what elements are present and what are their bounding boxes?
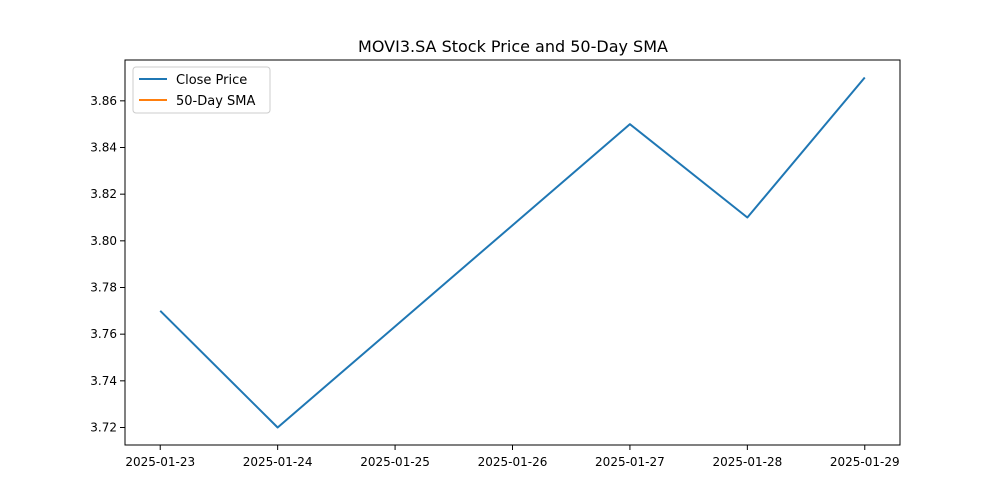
x-tick-label: 2025-01-28	[712, 455, 782, 469]
y-tick-label: 3.84	[90, 141, 117, 155]
x-tick-label: 2025-01-27	[595, 455, 665, 469]
y-tick-label: 3.80	[90, 234, 117, 248]
data-point-close-price	[864, 77, 866, 79]
y-tick-label: 3.82	[90, 187, 117, 201]
legend: Close Price 50-Day SMA	[132, 66, 271, 114]
data-point-close-price	[277, 427, 279, 429]
series-line-close-price	[159, 76, 866, 429]
data-point-close-price	[746, 217, 748, 219]
y-tick-label: 3.74	[90, 374, 117, 388]
plot-lines	[159, 76, 866, 429]
x-tick-label: 2025-01-25	[360, 455, 430, 469]
x-axis: 2025-01-23 2025-01-24 2025-01-25 2025-01-26…	[125, 445, 900, 469]
legend-box	[132, 66, 271, 114]
x-tick-label: 2025-01-23	[125, 455, 195, 469]
legend-label-close-price: Close Price	[176, 73, 247, 88]
data-point-close-price	[159, 310, 161, 312]
y-axis: 3.72 3.74 3.76 3.78 3.80 3.82 3.84 3.86	[90, 94, 125, 435]
x-tick-label: 2025-01-24	[243, 455, 313, 469]
y-tick-label: 3.76	[90, 327, 117, 341]
data-point-close-price	[629, 123, 631, 125]
chart-title: MOVI3.SA Stock Price and 50-Day SMA	[358, 37, 668, 56]
x-tick-label: 2025-01-26	[478, 455, 548, 469]
legend-label-50-day-sma: 50-Day SMA	[176, 94, 256, 109]
y-tick-label: 3.72	[90, 421, 117, 435]
y-tick-label: 3.78	[90, 281, 117, 295]
x-tick-label: 2025-01-29	[830, 455, 900, 469]
y-tick-label: 3.86	[90, 94, 117, 108]
plot-area-frame	[124, 59, 901, 446]
